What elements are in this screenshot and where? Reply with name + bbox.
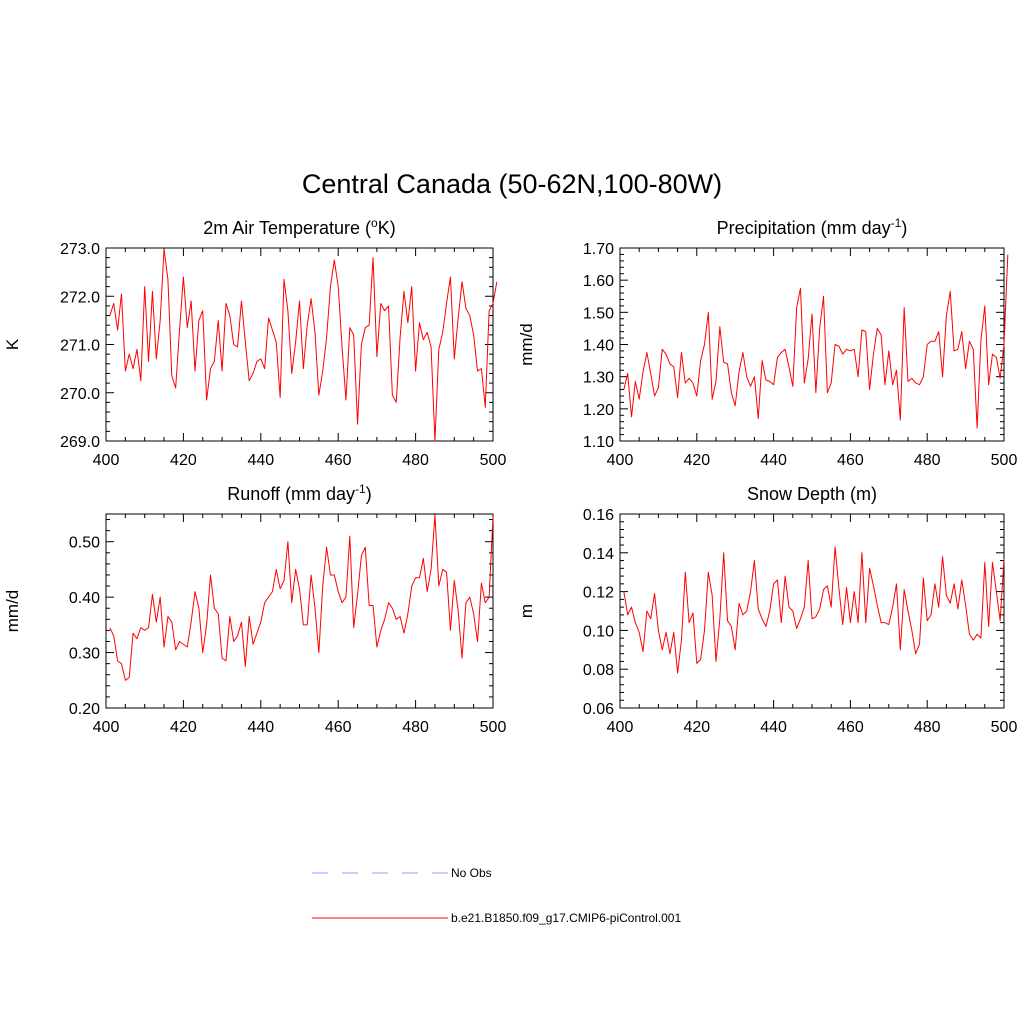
y-axis-label: m <box>517 604 536 618</box>
y-tick-label: 0.16 <box>583 507 614 524</box>
panel-title: Precipitation (mm day-1) <box>717 216 908 238</box>
x-tick-label: 500 <box>480 452 507 469</box>
y-tick-label: 0.10 <box>583 623 614 640</box>
x-tick-label: 400 <box>93 452 120 469</box>
legend: No Obs b.e21.B1850.f09_g17.CMIP6-piContr… <box>312 866 681 925</box>
panel-title: Runoff (mm day-1) <box>227 482 371 504</box>
y-tick-label: 272.0 <box>60 289 100 306</box>
legend-label-model: b.e21.B1850.f09_g17.CMIP6-piControl.001 <box>451 911 681 925</box>
x-tick-label: 420 <box>683 452 710 469</box>
x-tick-label: 420 <box>170 452 197 469</box>
y-tick-label: 0.14 <box>583 546 614 563</box>
page-title: Central Canada (50-62N,100-80W) <box>302 169 722 199</box>
series-line-0 <box>623 254 1009 429</box>
series-line-0 <box>109 514 494 681</box>
panel-title: Snow Depth (m) <box>747 484 877 504</box>
y-tick-label: 271.0 <box>60 338 100 355</box>
plot-frame <box>105 247 494 442</box>
y-tick-label: 1.70 <box>583 241 614 258</box>
y-tick-label: 0.30 <box>69 646 100 663</box>
legend-label-no-obs: No Obs <box>451 866 492 880</box>
x-tick-label: 440 <box>760 719 787 736</box>
x-tick-label: 460 <box>325 452 352 469</box>
x-tick-label: 500 <box>991 719 1018 736</box>
y-tick-label: 269.0 <box>60 434 100 451</box>
y-axis-label: mm/d <box>3 590 22 633</box>
chart-panel-3: Snow Depth (m) m 400 420 440 460 480 500 0.06 0.0… <box>517 484 1017 736</box>
y-tick-label: 0.40 <box>69 590 100 607</box>
y-tick-label: 1.40 <box>583 338 614 355</box>
y-tick-label: 0.06 <box>583 701 614 718</box>
x-tick-label: 400 <box>607 719 634 736</box>
plot-frame <box>105 513 494 709</box>
y-tick-label: 0.12 <box>583 585 614 602</box>
x-tick-label: 500 <box>480 719 507 736</box>
x-tick-label: 480 <box>914 719 941 736</box>
chart-panels: 2m Air Temperature (oK) K 400 420 440 460 480 5… <box>3 216 1017 736</box>
x-tick-label: 500 <box>991 452 1018 469</box>
x-tick-label: 440 <box>247 452 274 469</box>
plot-frame <box>619 513 1005 709</box>
y-tick-label: 0.08 <box>583 662 614 679</box>
chart-panel-0: 2m Air Temperature (oK) K 400 420 440 460 480 5… <box>3 216 506 469</box>
y-tick-label: 1.20 <box>583 402 614 419</box>
x-tick-label: 460 <box>837 719 864 736</box>
chart-panel-1: Precipitation (mm day-1) mm/d 400 420 440 460… <box>517 216 1017 469</box>
x-tick-label: 480 <box>914 452 941 469</box>
y-tick-label: 1.60 <box>583 273 614 290</box>
x-tick-label: 440 <box>760 452 787 469</box>
y-tick-label: 1.50 <box>583 305 614 322</box>
y-tick-label: 0.50 <box>69 535 100 552</box>
series-line-0 <box>623 546 1005 674</box>
y-tick-label: 0.20 <box>69 701 100 718</box>
x-tick-label: 460 <box>325 719 352 736</box>
x-tick-label: 480 <box>402 452 429 469</box>
plot-frame <box>619 247 1005 442</box>
x-tick-label: 460 <box>837 452 864 469</box>
x-tick-label: 400 <box>93 719 120 736</box>
y-tick-label: 1.30 <box>583 370 614 387</box>
y-axis-label: K <box>3 338 22 350</box>
chart-panel-2: Runoff (mm day-1) mm/d 400 420 440 460 480 500 0… <box>3 482 506 736</box>
y-tick-label: 1.10 <box>583 434 614 451</box>
y-tick-label: 270.0 <box>60 386 100 403</box>
x-tick-label: 420 <box>683 719 710 736</box>
y-tick-label: 273.0 <box>60 241 100 258</box>
x-tick-label: 440 <box>247 719 274 736</box>
x-tick-label: 420 <box>170 719 197 736</box>
x-tick-label: 480 <box>402 719 429 736</box>
series-line-0 <box>109 248 498 442</box>
y-axis-label: mm/d <box>517 323 536 366</box>
x-tick-label: 400 <box>607 452 634 469</box>
panel-title: 2m Air Temperature (oK) <box>203 216 395 238</box>
